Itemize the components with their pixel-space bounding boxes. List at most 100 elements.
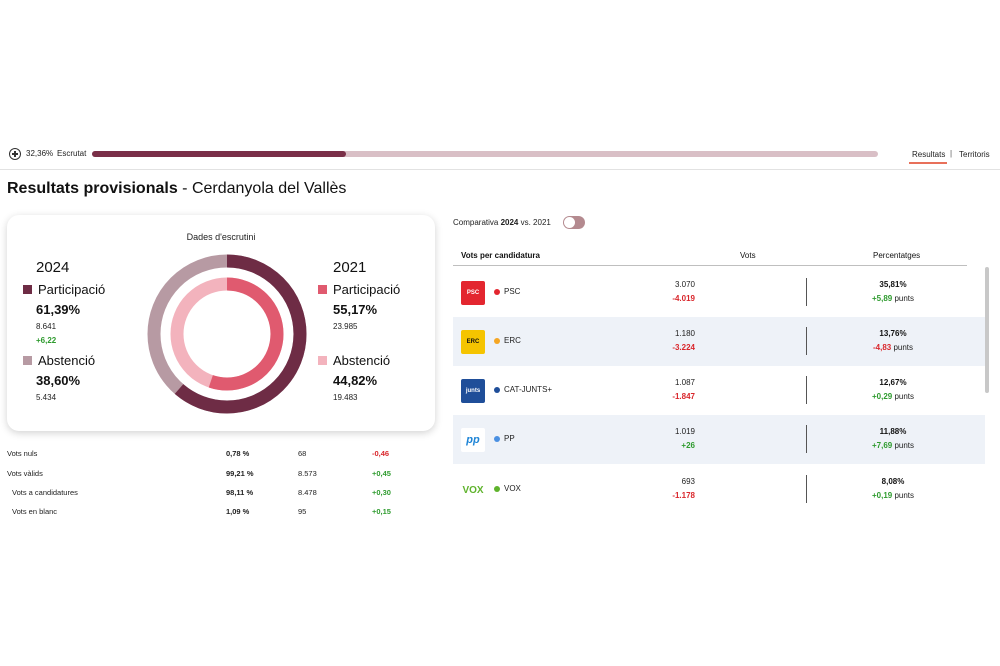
stat-delta: +0,30 <box>372 488 391 497</box>
legend-label: Participació <box>333 282 401 297</box>
vots-value: 1.087 <box>674 378 695 387</box>
vots-delta: -4.019 <box>672 294 695 303</box>
pct-value: 11,88% <box>879 427 907 436</box>
participacio-2024-num: 8.641 <box>36 322 57 331</box>
vots-delta: -3.224 <box>672 343 695 352</box>
stat-label: Vots nuls <box>7 449 38 458</box>
legend-participacio-2021: Participació <box>318 282 400 297</box>
donut-slice-participacio-2024 <box>147 254 307 414</box>
column-divider <box>806 475 807 503</box>
party-dot <box>494 338 500 344</box>
tab-territoris[interactable]: Territoris <box>959 150 990 159</box>
pct-delta: +7,69 punts <box>833 441 953 450</box>
result-row-vox[interactable]: VOX VOX 693 -1.178 8,08% +0,19 punts <box>453 465 985 514</box>
tab-resultats[interactable]: Resultats <box>912 150 946 159</box>
pct-value: 35,81% <box>879 280 907 289</box>
erc-logo-icon: ERC <box>461 330 485 354</box>
vots-delta: -1.178 <box>672 491 695 500</box>
stat-pct: 99,21 % <box>226 469 254 478</box>
stat-pct: 98,11 % <box>226 488 254 497</box>
party-name: CAT-JUNTS+ <box>504 385 553 394</box>
pct-value: 8,08% <box>881 477 905 486</box>
toggle-knob <box>564 217 575 228</box>
legend-label: Abstenció <box>38 353 96 368</box>
pct-delta: -4,83 punts <box>833 343 953 352</box>
year-2024: 2024 <box>36 259 70 276</box>
junts-logo-icon: junts <box>461 379 485 403</box>
pct-delta-value: -4,83 <box>872 343 892 352</box>
header-vots: Vots <box>740 251 756 260</box>
page-title-location: - Cerdanyola del Vallès <box>177 180 347 197</box>
result-row-pp[interactable]: pp PP 1.019 +26 11,88% +7,69 punts <box>453 415 985 464</box>
results-scrollbar[interactable] <box>985 267 989 393</box>
table-row: Vots vàlids 99,21 % 8.573 +0,45 <box>0 465 440 483</box>
scrutiny-label: Escrutat <box>57 149 87 158</box>
table-row: Vots a candidatures 98,11 % 8.478 +0,30 <box>0 484 440 502</box>
participation-donut-chart <box>147 254 307 414</box>
progress-fill <box>92 151 347 157</box>
participacio-2021-pct: 55,17% <box>333 302 378 317</box>
participacio-2024-pct: 61,39% <box>36 302 81 317</box>
party-dot <box>494 387 500 393</box>
active-tab-underline <box>909 162 947 164</box>
participacio-2021-num: 23.985 <box>333 322 358 331</box>
party-name: PSC <box>504 287 521 296</box>
stat-num: 8.573 <box>298 469 317 478</box>
legend-label: Abstenció <box>333 353 391 368</box>
pct-value: 13,76% <box>879 329 907 338</box>
column-divider <box>806 327 807 355</box>
column-divider <box>806 278 807 306</box>
header-candidatura: Vots per candidatura <box>461 251 540 260</box>
column-divider <box>806 376 807 404</box>
stat-delta: +0,45 <box>372 469 391 478</box>
comparativa-suffix: vs. 2021 <box>518 218 551 227</box>
page-title: Resultats provisionals - Cerdanyola del … <box>7 180 346 198</box>
scrutiny-card: Dades d'escrutini 2024 Participació 61,3… <box>7 215 435 431</box>
stat-num: 8.478 <box>298 488 317 497</box>
stat-num: 68 <box>298 449 307 458</box>
stat-delta: +0,15 <box>372 507 391 516</box>
vots-delta: +26 <box>681 441 695 450</box>
vots-value: 693 <box>681 477 695 486</box>
party-dot <box>494 436 500 442</box>
stat-label: Vots vàlids <box>7 469 43 478</box>
pct-delta-value: +7,69 <box>871 441 893 450</box>
stat-label: Vots a candidatures <box>12 488 78 497</box>
legend-swatch <box>318 356 327 365</box>
nav-separator: | <box>950 149 953 158</box>
party-name: PP <box>504 434 515 443</box>
legend-swatch <box>23 356 32 365</box>
party-dot <box>494 486 500 492</box>
party-name: VOX <box>504 484 521 493</box>
year-2021: 2021 <box>333 259 367 276</box>
scrutiny-progress-bar: 32,36% Escrutat Resultats | Territoris <box>0 140 1000 170</box>
pct-delta: +0,19 punts <box>833 491 953 500</box>
comparativa-toggle[interactable] <box>563 216 585 229</box>
legend-abstencio-2024: Abstenció <box>23 353 95 368</box>
card-title: Dades d'escrutini <box>186 232 256 242</box>
comparativa-year: 2024 <box>500 218 519 227</box>
result-row-cat-junts[interactable]: junts CAT-JUNTS+ 1.087 -1.847 12,67% +0,… <box>453 366 985 415</box>
results-header: Vots per candidatura Vots Percentatges <box>453 244 967 266</box>
party-name: ERC <box>504 336 521 345</box>
stat-pct: 1,09 % <box>226 507 250 516</box>
expand-plus-icon[interactable] <box>9 148 21 160</box>
pct-delta-unit: punts <box>891 343 914 352</box>
pct-delta-value: +0,19 <box>871 491 893 500</box>
abstencio-2021-pct: 44,82% <box>333 373 378 388</box>
pct-delta-unit: punts <box>892 294 915 303</box>
legend-swatch <box>23 285 32 294</box>
result-row-erc[interactable]: ERC ERC 1.180 -3.224 13,76% -4,83 punts <box>453 317 985 366</box>
legend-participacio-2024: Participació <box>23 282 105 297</box>
pct-delta-value: +0,29 <box>871 392 893 401</box>
pp-logo-icon: pp <box>461 428 485 452</box>
stat-delta: -0,46 <box>372 449 390 458</box>
abstencio-2021-num: 19.483 <box>333 393 358 402</box>
stat-pct: 0,78 % <box>226 449 250 458</box>
vots-value: 1.019 <box>674 427 695 436</box>
abstencio-2024-num: 5.434 <box>36 393 57 402</box>
pct-delta: +0,29 punts <box>833 392 953 401</box>
result-row-psc[interactable]: PSC PSC 3.070 -4.019 35,81% +5,89 punts <box>453 268 985 317</box>
pct-delta-unit: punts <box>892 441 915 450</box>
pct-value: 12,67% <box>879 378 907 387</box>
